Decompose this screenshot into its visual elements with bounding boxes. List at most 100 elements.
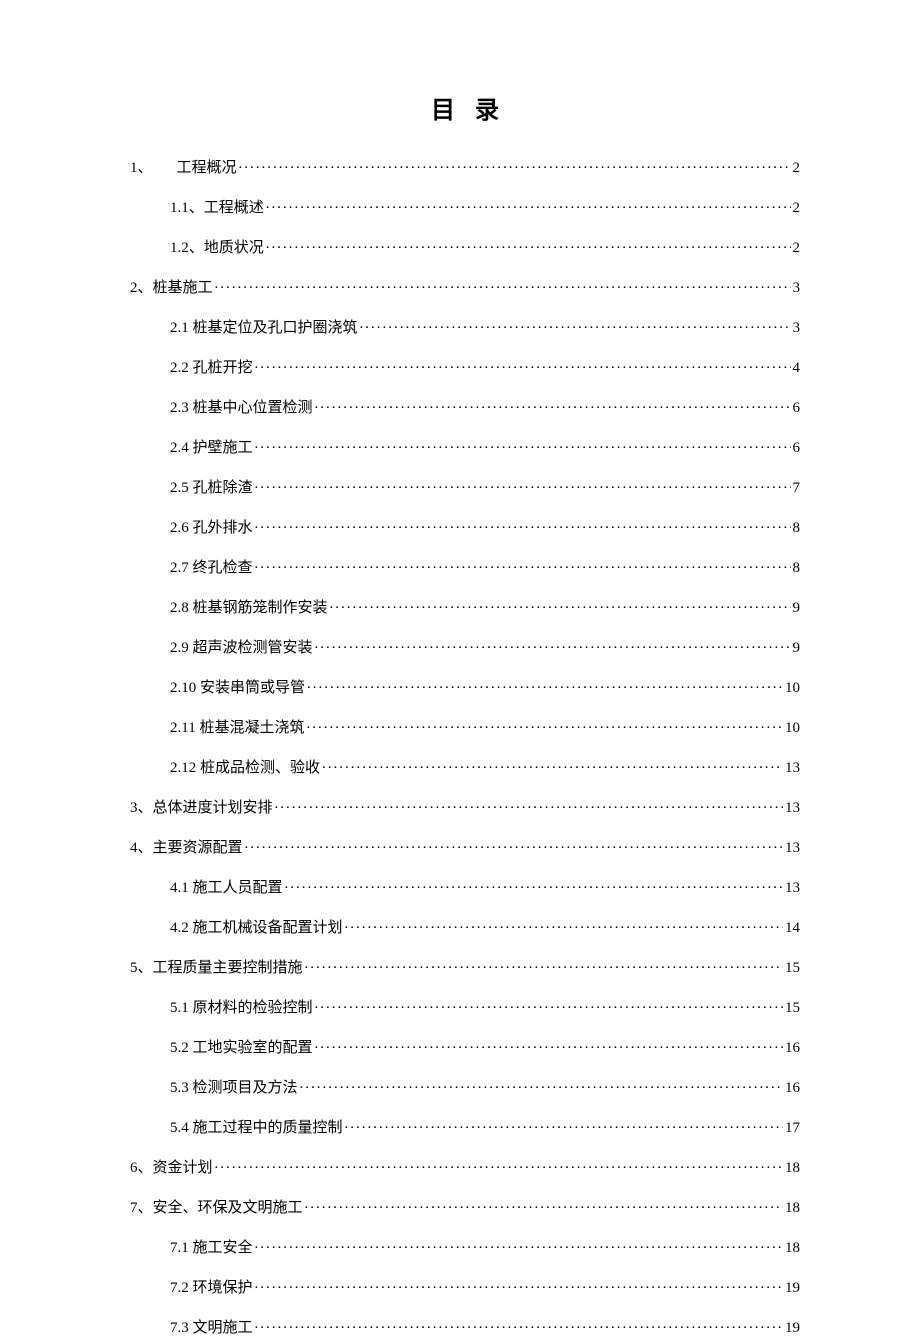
toc-entry-page: 17 xyxy=(785,1121,800,1136)
toc-entry-prefix: 4、 xyxy=(130,841,153,856)
toc-entry-page: 16 xyxy=(785,1041,800,1056)
toc-entry-page: 16 xyxy=(785,1081,800,1096)
toc-entry-text: 2.8 桩基钢筋笼制作安装 xyxy=(170,601,328,616)
toc-leader-dots xyxy=(275,797,783,812)
toc-entry: 2、桩基施工3 xyxy=(130,277,800,296)
toc-leader-dots xyxy=(239,157,791,172)
toc-leader-dots xyxy=(255,1277,783,1292)
toc-leader-dots xyxy=(245,837,783,852)
toc-entry-prefix: 5、 xyxy=(130,961,153,976)
toc-entry-text: 2.4 护壁施工 xyxy=(170,441,253,456)
toc-leader-dots xyxy=(322,757,783,772)
toc-leader-dots xyxy=(345,917,783,932)
toc-entry: 2.9 超声波检测管安装9 xyxy=(130,637,800,656)
toc-leader-dots xyxy=(255,437,791,452)
toc-entry: 6、资金计划18 xyxy=(130,1157,800,1176)
toc-entry-page: 4 xyxy=(793,361,801,376)
toc-entry-page: 15 xyxy=(785,961,800,976)
toc-entry: 1.1、工程概述 2 xyxy=(130,197,800,216)
toc-entry-text: 1.1、工程概述 xyxy=(170,201,264,216)
toc-entry: 2.7 终孔检查 8 xyxy=(130,557,800,576)
toc-entry-page: 9 xyxy=(793,601,801,616)
toc-entry: 5.3 检测项目及方法16 xyxy=(130,1077,800,1096)
toc-leader-dots xyxy=(266,197,791,212)
toc-entry-page: 19 xyxy=(785,1281,800,1296)
toc-entry-prefix: 2、 xyxy=(130,281,153,296)
toc-entry: 4、主要资源配置13 xyxy=(130,837,800,856)
toc-entry-prefix: 3、 xyxy=(130,801,153,816)
toc-entry: 2.4 护壁施工 6 xyxy=(130,437,800,456)
toc-entry: 2.3 桩基中心位置检测6 xyxy=(130,397,800,416)
toc-entry: 1、工程概况2 xyxy=(130,157,800,176)
toc-leader-dots xyxy=(330,597,791,612)
toc-entry-prefix: 7、 xyxy=(130,1201,153,1216)
toc-entry-text: 2.9 超声波检测管安装 xyxy=(170,641,313,656)
toc-entry-text: 7.2 环境保护 xyxy=(170,1281,253,1296)
toc-entry-text: 7.1 施工安全 xyxy=(170,1241,253,1256)
toc-entry-page: 14 xyxy=(785,921,800,936)
toc-entry: 7、安全、环保及文明施工 18 xyxy=(130,1197,800,1216)
toc-leader-dots xyxy=(315,397,791,412)
toc-leader-dots xyxy=(315,997,783,1012)
toc-entry-page: 2 xyxy=(793,161,801,176)
toc-entry-page: 6 xyxy=(793,441,801,456)
toc-entry-text: 工程质量主要控制措施 xyxy=(153,961,303,976)
toc-entry-text: 资金计划 xyxy=(153,1161,213,1176)
toc-entry: 4.1 施工人员配置 13 xyxy=(130,877,800,896)
toc-entry-text: 5.4 施工过程中的质量控制 xyxy=(170,1121,343,1136)
toc-entry-text: 2.12 桩成品检测、验收 xyxy=(170,761,320,776)
toc-leader-dots xyxy=(255,357,791,372)
toc-entry: 2.2 孔桩开挖 4 xyxy=(130,357,800,376)
toc-entry: 5.2 工地实验室的配置 16 xyxy=(130,1037,800,1056)
toc-entry: 2.8 桩基钢筋笼制作安装 9 xyxy=(130,597,800,616)
toc-leader-dots xyxy=(305,1197,783,1212)
toc-entry-text: 4.1 施工人员配置 xyxy=(170,881,283,896)
toc-entry: 2.1 桩基定位及孔口护圈浇筑3 xyxy=(130,317,800,336)
toc-entry-page: 18 xyxy=(785,1161,800,1176)
toc-leader-dots xyxy=(306,717,783,732)
toc-leader-dots xyxy=(285,877,783,892)
toc-entry-text: 1.2、地质状况 xyxy=(170,241,264,256)
toc-entry-page: 8 xyxy=(793,561,801,576)
toc-entry-text: 2.11 桩基混凝土浇筑 xyxy=(170,721,304,736)
toc-entry-page: 8 xyxy=(793,521,801,536)
toc-entry-text: 2.6 孔外排水 xyxy=(170,521,253,536)
toc-entry: 5.4 施工过程中的质量控制 17 xyxy=(130,1117,800,1136)
toc-entry: 2.12 桩成品检测、验收13 xyxy=(130,757,800,776)
toc-leader-dots xyxy=(305,957,783,972)
toc-entry-text: 2.7 终孔检查 xyxy=(170,561,253,576)
toc-entry-text: 2.1 桩基定位及孔口护圈浇筑 xyxy=(170,321,358,336)
toc-entry-text: 2.2 孔桩开挖 xyxy=(170,361,253,376)
toc-entry-text: 5.2 工地实验室的配置 xyxy=(170,1041,313,1056)
toc-entry-text: 总体进度计划安排 xyxy=(153,801,273,816)
toc-entry-page: 18 xyxy=(785,1241,800,1256)
toc-entry-page: 18 xyxy=(785,1201,800,1216)
toc-leader-dots xyxy=(345,1117,783,1132)
toc-entry-text: 主要资源配置 xyxy=(153,841,243,856)
toc-entry-page: 15 xyxy=(785,1001,800,1016)
toc-entry-page: 13 xyxy=(785,881,800,896)
toc-entry: 3、总体进度计划安排 13 xyxy=(130,797,800,816)
toc-leader-dots xyxy=(215,1157,783,1172)
toc-entry-page: 6 xyxy=(793,401,801,416)
toc-entry: 7.2 环境保护 19 xyxy=(130,1277,800,1296)
toc-entry: 5、工程质量主要控制措施 15 xyxy=(130,957,800,976)
toc-entry-text: 2.10 安装串筒或导管 xyxy=(170,681,305,696)
toc-leader-dots xyxy=(266,237,791,252)
toc-entry-page: 10 xyxy=(785,721,800,736)
toc-entry: 1.2、地质状况2 xyxy=(130,237,800,256)
toc-entry: 7.1 施工安全 18 xyxy=(130,1237,800,1256)
toc-entry-page: 10 xyxy=(785,681,800,696)
toc-entry-page: 13 xyxy=(785,801,800,816)
toc-entry-text: 工程概况 xyxy=(177,161,237,176)
toc-title: 目录 xyxy=(130,90,800,125)
toc-leader-dots xyxy=(255,477,791,492)
toc-entry-page: 2 xyxy=(793,201,801,216)
toc-leader-dots xyxy=(315,1037,783,1052)
toc-entry: 4.2 施工机械设备配置计划14 xyxy=(130,917,800,936)
toc-leader-dots xyxy=(255,517,791,532)
toc-entry-page: 3 xyxy=(793,281,801,296)
toc-entry-text: 2.5 孔桩除渣 xyxy=(170,481,253,496)
toc-leader-dots xyxy=(315,637,791,652)
toc-entry-text: 安全、环保及文明施工 xyxy=(153,1201,303,1216)
